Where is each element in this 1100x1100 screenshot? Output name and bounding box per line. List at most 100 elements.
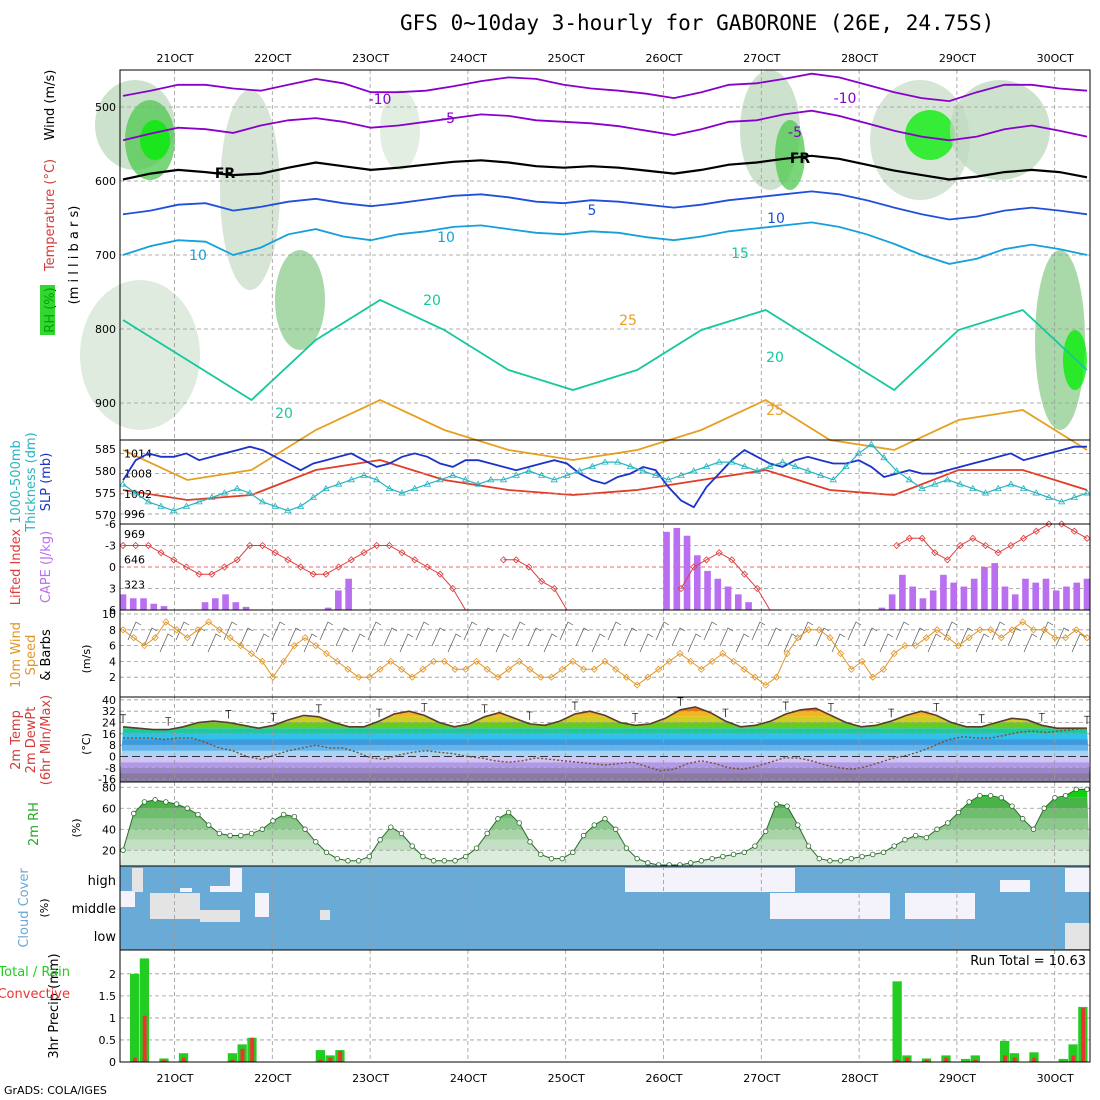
temp-band xyxy=(120,767,1090,774)
cape-bar xyxy=(1032,582,1040,610)
date-tick-label: 23OCT xyxy=(352,52,389,65)
panel-frame xyxy=(119,949,1091,1063)
wind-barb xyxy=(287,627,302,647)
slp-axis-label: SLP (mb) xyxy=(39,453,54,512)
legend-conv-label: Convective xyxy=(0,987,70,1002)
cape-bar xyxy=(950,582,957,610)
pressure-tick-label: 700 xyxy=(95,249,116,262)
temp-band xyxy=(120,716,1090,723)
wind-barb xyxy=(655,621,670,641)
wind-point xyxy=(537,673,545,681)
thickness-point xyxy=(144,498,153,505)
wind-barb xyxy=(943,621,958,641)
thickness-point xyxy=(613,458,622,465)
temp-band xyxy=(120,728,1090,734)
rh-shading xyxy=(380,90,420,170)
wind-point xyxy=(580,665,588,673)
wind-barb xyxy=(255,633,270,653)
wind-axis-label: 10m Wind xyxy=(9,622,24,688)
wind-barb xyxy=(127,621,142,641)
li-point xyxy=(525,563,533,571)
date-tick-label: 21OCT xyxy=(156,1072,193,1085)
cape-bar xyxy=(160,606,168,610)
wind-barb xyxy=(495,633,510,653)
thickness-point xyxy=(411,484,419,492)
credit-label: GrADS: COLA/IGES xyxy=(4,1084,107,1097)
cloud-gap xyxy=(770,893,850,919)
rh-point xyxy=(334,855,340,862)
rh2m-axis-label: 2m RH xyxy=(27,802,42,846)
date-tick-label: 21OCT xyxy=(156,52,193,65)
cape-bar xyxy=(1063,586,1070,610)
wind-point xyxy=(912,642,920,650)
contour-label: -10 xyxy=(369,92,392,108)
li-point xyxy=(144,541,152,550)
minmax-bar xyxy=(120,714,126,723)
li-tick-label: -6 xyxy=(105,518,116,531)
wind-barb xyxy=(527,627,542,647)
wind-barb xyxy=(303,633,318,653)
li-point xyxy=(309,570,317,578)
thickness-point xyxy=(626,462,635,469)
wind-barb xyxy=(319,621,334,641)
rh-point xyxy=(259,826,265,832)
thickness-point xyxy=(639,467,647,474)
wind-point xyxy=(890,649,898,658)
thickness-point xyxy=(449,471,457,478)
rh-fill xyxy=(120,789,1090,866)
precip-panel: 2 1.5 1 0.5 0 Run Total = 10.63 3hr Precip (mm… xyxy=(0,949,1091,1069)
temp-tick-label: 40 xyxy=(102,694,116,707)
thickness-point xyxy=(816,471,825,478)
rh-color-key xyxy=(40,285,55,335)
wind-point xyxy=(783,649,791,658)
rh-point xyxy=(1030,826,1037,832)
wind-point xyxy=(515,657,523,665)
contour-label: -5 xyxy=(788,125,802,141)
li-point xyxy=(918,534,926,542)
wind-barb xyxy=(735,633,750,653)
wind-point xyxy=(740,665,748,673)
wind-point xyxy=(290,642,298,650)
precip-tick-label: 1.5 xyxy=(99,990,117,1003)
wind-point xyxy=(987,626,995,634)
wind-barb xyxy=(399,633,414,653)
wind-point xyxy=(719,649,727,658)
li-point xyxy=(550,584,558,593)
cape-bar xyxy=(991,563,999,610)
precip-conv-bar xyxy=(240,1048,245,1062)
wind-panel: 10 8 6 4 2 10m Wind Speed & Barbs (m/s) xyxy=(9,608,1091,698)
wind-point xyxy=(612,665,620,673)
rh-band xyxy=(120,850,1090,866)
wind-point xyxy=(1072,626,1080,634)
rh-point xyxy=(238,832,244,839)
isotherm-line xyxy=(122,398,1088,481)
precip-total-bar xyxy=(1029,1052,1039,1062)
li-point xyxy=(1045,520,1053,528)
wind-point xyxy=(1040,626,1048,634)
pressure-tick-label: 600 xyxy=(95,175,116,188)
precip-conv-bar xyxy=(1012,1057,1017,1062)
li-point xyxy=(208,570,216,578)
cloud-gap xyxy=(120,891,135,907)
wind-tick-label: 6 xyxy=(109,640,116,653)
rh-point xyxy=(280,811,287,818)
wind-point xyxy=(1029,626,1038,634)
precip-conv-bar xyxy=(181,1057,186,1062)
wind-point xyxy=(462,665,470,673)
thickness-point xyxy=(931,480,939,487)
thickness-point xyxy=(246,489,254,496)
date-tick-label: 25OCT xyxy=(548,52,585,65)
rh-point xyxy=(216,830,223,837)
wind-point xyxy=(762,681,770,689)
temp-band xyxy=(120,750,1090,757)
wind-point xyxy=(430,657,438,665)
rh-shading xyxy=(80,280,200,430)
wind-tick-label: 8 xyxy=(109,624,116,637)
rh-point xyxy=(998,795,1005,801)
thickness-point xyxy=(271,502,279,509)
thickness-point xyxy=(499,476,508,483)
wind-point xyxy=(654,665,663,673)
wind-barb xyxy=(223,621,238,641)
rh-point xyxy=(430,858,437,864)
contour-label: 20 xyxy=(275,406,293,422)
